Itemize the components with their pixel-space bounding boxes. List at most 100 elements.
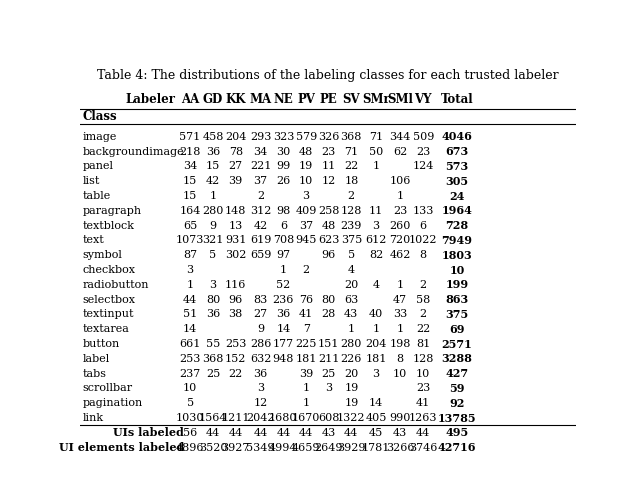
Text: 368: 368 bbox=[202, 354, 223, 364]
Text: 76: 76 bbox=[299, 295, 313, 305]
Text: 43: 43 bbox=[393, 428, 407, 438]
Text: 47: 47 bbox=[393, 295, 407, 305]
Text: Class: Class bbox=[83, 109, 117, 123]
Text: AA: AA bbox=[181, 93, 199, 106]
Text: 44: 44 bbox=[183, 295, 197, 305]
Text: 23: 23 bbox=[393, 206, 407, 216]
Text: 19: 19 bbox=[299, 161, 314, 172]
Text: paragraph: paragraph bbox=[83, 206, 141, 216]
Text: 51: 51 bbox=[183, 310, 197, 319]
Text: 1964: 1964 bbox=[442, 205, 472, 216]
Text: 5: 5 bbox=[186, 398, 194, 408]
Text: 1263: 1263 bbox=[409, 413, 438, 423]
Text: 92: 92 bbox=[449, 398, 465, 409]
Text: 198: 198 bbox=[389, 339, 411, 349]
Text: list: list bbox=[83, 176, 100, 186]
Text: Table 4: The distributions of the labeling classes for each trusted labeler: Table 4: The distributions of the labeli… bbox=[97, 69, 559, 82]
Text: 293: 293 bbox=[250, 132, 271, 142]
Text: 152: 152 bbox=[225, 354, 246, 364]
Text: 2: 2 bbox=[348, 191, 355, 201]
Text: 181: 181 bbox=[365, 354, 387, 364]
Text: 43: 43 bbox=[344, 310, 358, 319]
Text: 375: 375 bbox=[340, 236, 362, 246]
Text: 10: 10 bbox=[393, 369, 407, 379]
Text: 305: 305 bbox=[445, 176, 468, 187]
Text: 23: 23 bbox=[321, 146, 335, 157]
Text: table: table bbox=[83, 191, 111, 201]
Text: 218: 218 bbox=[179, 146, 201, 157]
Text: 1: 1 bbox=[280, 265, 287, 275]
Text: 612: 612 bbox=[365, 236, 387, 246]
Text: 27: 27 bbox=[228, 161, 243, 172]
Text: 58: 58 bbox=[416, 295, 430, 305]
Text: 571: 571 bbox=[179, 132, 201, 142]
Text: 30: 30 bbox=[276, 146, 291, 157]
Text: 321: 321 bbox=[202, 236, 223, 246]
Text: 1211: 1211 bbox=[221, 413, 250, 423]
Text: 3927: 3927 bbox=[221, 443, 250, 453]
Text: 462: 462 bbox=[389, 250, 411, 260]
Text: 221: 221 bbox=[250, 161, 271, 172]
Text: 673: 673 bbox=[445, 146, 468, 157]
Text: 44: 44 bbox=[299, 428, 314, 438]
Text: 619: 619 bbox=[250, 236, 271, 246]
Text: 12: 12 bbox=[253, 398, 268, 408]
Text: 2: 2 bbox=[420, 280, 427, 290]
Text: MA: MA bbox=[250, 93, 271, 106]
Text: 7: 7 bbox=[303, 324, 310, 334]
Text: 12: 12 bbox=[321, 176, 335, 186]
Text: 22: 22 bbox=[416, 324, 430, 334]
Text: 71: 71 bbox=[369, 132, 383, 142]
Text: 25: 25 bbox=[206, 369, 220, 379]
Text: SV: SV bbox=[342, 93, 360, 106]
Text: pagination: pagination bbox=[83, 398, 143, 408]
Text: 24: 24 bbox=[449, 190, 465, 202]
Text: 78: 78 bbox=[228, 146, 243, 157]
Text: 106: 106 bbox=[389, 176, 411, 186]
Text: 10: 10 bbox=[299, 176, 314, 186]
Text: 2: 2 bbox=[303, 265, 310, 275]
Text: image: image bbox=[83, 132, 117, 142]
Text: 1: 1 bbox=[372, 161, 380, 172]
Text: 44: 44 bbox=[344, 428, 358, 438]
Text: 83: 83 bbox=[253, 295, 268, 305]
Text: 608: 608 bbox=[318, 413, 339, 423]
Text: 5: 5 bbox=[209, 250, 216, 260]
Text: 2571: 2571 bbox=[442, 339, 472, 350]
Text: 36: 36 bbox=[253, 369, 268, 379]
Text: 20: 20 bbox=[344, 369, 358, 379]
Text: textinput: textinput bbox=[83, 310, 134, 319]
Text: radiobutton: radiobutton bbox=[83, 280, 149, 290]
Text: UIs labeled: UIs labeled bbox=[113, 427, 184, 438]
Text: 13: 13 bbox=[228, 221, 243, 231]
Text: 62: 62 bbox=[393, 146, 407, 157]
Text: 863: 863 bbox=[445, 294, 468, 305]
Text: 19: 19 bbox=[344, 398, 358, 408]
Text: 1030: 1030 bbox=[176, 413, 204, 423]
Text: 5349: 5349 bbox=[246, 443, 275, 453]
Text: 239: 239 bbox=[340, 221, 362, 231]
Text: 11: 11 bbox=[321, 161, 335, 172]
Text: 41: 41 bbox=[416, 398, 430, 408]
Text: 4896: 4896 bbox=[176, 443, 204, 453]
Text: 1322: 1322 bbox=[337, 413, 365, 423]
Text: 50: 50 bbox=[369, 146, 383, 157]
Text: 1: 1 bbox=[348, 324, 355, 334]
Text: 3: 3 bbox=[372, 221, 380, 231]
Text: 36: 36 bbox=[276, 310, 291, 319]
Text: VY: VY bbox=[415, 93, 432, 106]
Text: 34: 34 bbox=[183, 161, 197, 172]
Text: button: button bbox=[83, 339, 120, 349]
Text: 18: 18 bbox=[344, 176, 358, 186]
Text: 661: 661 bbox=[179, 339, 201, 349]
Text: 10: 10 bbox=[183, 384, 197, 393]
Text: textarea: textarea bbox=[83, 324, 129, 334]
Text: 37: 37 bbox=[253, 176, 268, 186]
Text: 931: 931 bbox=[225, 236, 246, 246]
Text: 632: 632 bbox=[250, 354, 271, 364]
Text: 260: 260 bbox=[389, 221, 411, 231]
Text: 99: 99 bbox=[276, 161, 291, 172]
Text: SMr: SMr bbox=[362, 93, 390, 106]
Text: 96: 96 bbox=[321, 250, 335, 260]
Text: 55: 55 bbox=[206, 339, 220, 349]
